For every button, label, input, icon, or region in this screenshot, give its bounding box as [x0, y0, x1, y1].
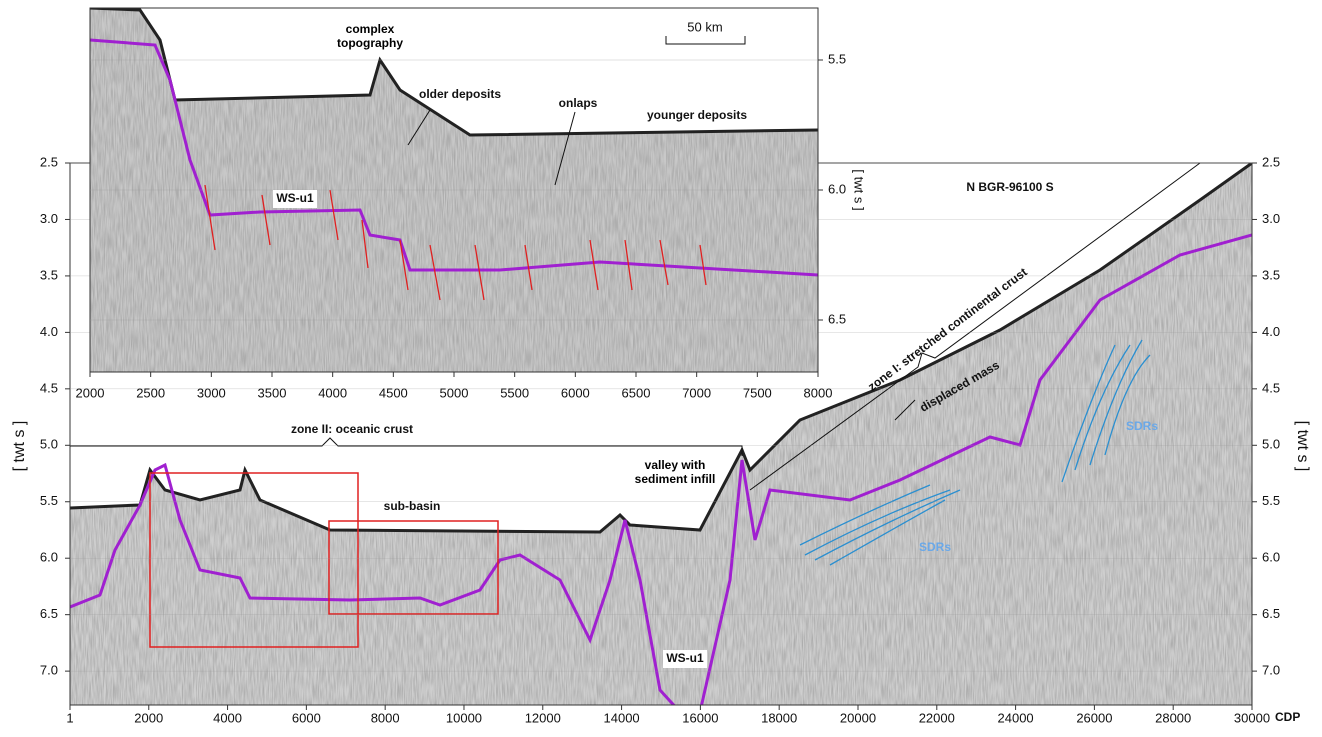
y-tick-label: 2.5	[40, 154, 58, 169]
leader	[894, 399, 916, 421]
x-tick-label: 14000	[604, 710, 640, 725]
x-tick-label: 7000	[682, 385, 711, 400]
y2-tick-label: 4.0	[1262, 324, 1280, 339]
inset-panel	[89, 7, 823, 377]
annotation: SDRs	[919, 540, 951, 554]
scale-bar	[665, 36, 746, 45]
annotation: older deposits	[419, 87, 501, 101]
x-tick-label: 10000	[446, 710, 482, 725]
x-tick-label: 20000	[840, 710, 876, 725]
horizon	[70, 233, 1252, 705]
x-tick-label: 3500	[258, 385, 287, 400]
x-tick-label: 16000	[682, 710, 718, 725]
label-bg	[273, 190, 317, 208]
annotation: valley with sediment infill	[634, 458, 716, 486]
y2-tick-label: 6.5	[1262, 606, 1280, 621]
y2-tick-label: 6.0	[1262, 550, 1280, 565]
x-tick-label: 8000	[804, 385, 833, 400]
seafloor	[70, 163, 1252, 534]
x-tick-label: 6000	[292, 710, 321, 725]
x-tick-label: 2000	[76, 385, 105, 400]
x-tick-label: 8000	[371, 710, 400, 725]
x-tick-label: 5500	[500, 385, 529, 400]
x-tick-label: 4500	[379, 385, 408, 400]
y2-tick-label: 5.5	[1262, 493, 1280, 508]
y-tick-label: 6.0	[828, 181, 846, 196]
x-tick-label: 30000	[1234, 710, 1270, 725]
x-tick-label: 3000	[197, 385, 226, 400]
annotation: SDRs	[1126, 419, 1158, 433]
annotation: onlaps	[559, 96, 598, 110]
y-tick-label: 7.0	[40, 663, 58, 678]
x-tick-label: 4000	[213, 710, 242, 725]
x-tick-label: 22000	[919, 710, 955, 725]
x-tick-label: 18000	[761, 710, 797, 725]
annotation: sub-basin	[384, 499, 441, 513]
inset-box	[149, 472, 359, 648]
y-tick-label: 3.0	[40, 211, 58, 226]
annotation: younger deposits	[647, 108, 747, 122]
annotation-box: complex topography	[337, 22, 403, 50]
x-tick-label: 12000	[525, 710, 561, 725]
y-tick-label: 4.0	[40, 324, 58, 339]
y2-tick-label: 3.0	[1262, 211, 1280, 226]
annotation: zone II: oceanic crust	[291, 422, 413, 436]
y-tick-label: 3.5	[40, 267, 58, 282]
y2-tick-label: 4.5	[1262, 380, 1280, 395]
y-tick-label: 4.5	[40, 380, 58, 395]
x-axis-label: CDP	[1275, 710, 1300, 724]
y-tick-label: 6.0	[40, 550, 58, 565]
x-tick-label: 24000	[998, 710, 1034, 725]
scale-label: 50 km	[687, 19, 722, 34]
y-tick-label: 5.0	[40, 437, 58, 452]
y2-tick-label: 2.5	[1262, 154, 1280, 169]
sdr-lines	[799, 339, 1151, 566]
label-bg	[663, 650, 707, 668]
y-tick-label: 5.5	[828, 51, 846, 66]
y-axis-label: [ twt s ]	[11, 421, 28, 472]
x-tick-label: 4000	[318, 385, 347, 400]
zone-bracket	[749, 162, 1201, 491]
annotation: complex topography	[337, 22, 403, 50]
y-tick-label: 6.5	[40, 606, 58, 621]
annotation: WS-u1	[666, 651, 704, 665]
x-tick-label: 5000	[440, 385, 469, 400]
y2-tick-label: 5.0	[1262, 437, 1280, 452]
x-tick-label: 7500	[743, 385, 772, 400]
zone-bracket	[70, 437, 743, 456]
inset-y-axis-label: [ twt s ]	[852, 169, 867, 210]
x-tick-label: 1	[66, 710, 73, 725]
y2-tick-label: 7.0	[1262, 663, 1280, 678]
annotation: WS-u1	[276, 191, 314, 205]
y-tick-label: 5.5	[40, 493, 58, 508]
x-tick-label: 28000	[1155, 710, 1191, 725]
x-tick-label: 26000	[1076, 710, 1112, 725]
x-tick-label: 6500	[622, 385, 651, 400]
x-tick-label: 2500	[136, 385, 165, 400]
profile-name: N BGR-96100 S	[966, 180, 1053, 194]
inset-box	[328, 520, 499, 615]
y2-axis-label: [ twt s ]	[1294, 421, 1311, 472]
x-tick-label: 6000	[561, 385, 590, 400]
x-tick-label: 2000	[134, 710, 163, 725]
y2-tick-label: 3.5	[1262, 267, 1280, 282]
annotation-box: valley with sediment infill	[634, 458, 716, 486]
y-tick-label: 6.5	[828, 311, 846, 326]
